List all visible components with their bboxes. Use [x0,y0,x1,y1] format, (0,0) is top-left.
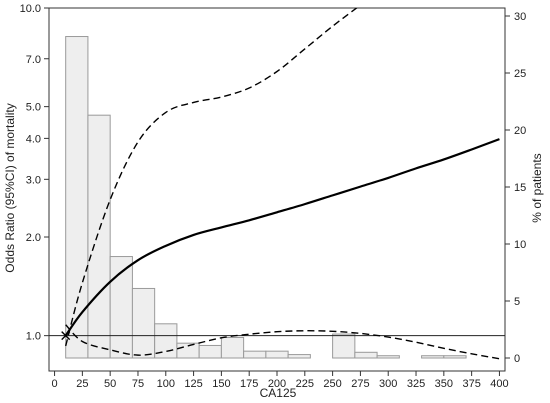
histogram-bar [243,350,267,359]
histogram-bar [87,114,111,359]
histogram-bar [154,323,178,359]
y-left-tick-label: 1.0 [26,331,41,343]
x-tick-label: 225 [296,378,314,390]
x-tick-label: 325 [407,378,425,390]
x-tick-label: 250 [323,378,341,390]
axes: 0 25 50 75 100 125 150 175 200 225 250 275 300 325 350… [20,3,527,390]
y-left-tick-label: 3.0 [26,174,41,186]
y-axis-right-label: % of patients [530,153,544,222]
y-left-tick-label: 7.0 [26,54,41,66]
y-axis-left-label: Odds Ratio (95%CI) of mortality [3,103,17,272]
y-right-tick-label: 10 [514,239,526,251]
ci-curve-2 [65,324,500,360]
reference-point-marker [61,331,71,341]
y-right-tick-label: 0 [514,353,520,365]
x-tick-label: 200 [268,378,286,390]
x-tick-label: 150 [212,378,230,390]
histogram-bars [65,36,467,359]
x-tick-label: 350 [435,378,453,390]
histogram-bar [220,336,245,359]
x-tick-label: 0 [51,378,57,390]
y-left-tick-label: 4.0 [26,133,41,145]
histogram-bar [354,351,378,359]
y-left-tick-label: 10.0 [20,3,41,15]
x-axis-label: CA125 [260,386,297,400]
histogram-bar [332,333,356,359]
ci-curve-1 [65,8,358,347]
x-tick-label: 100 [157,378,175,390]
x-tick-label: 175 [240,378,258,390]
x-tick-label: 400 [490,378,508,390]
histogram-bar [265,350,289,359]
histogram-bar [131,287,156,359]
y-right-tick-label: 25 [514,68,526,80]
series-group [61,8,500,360]
x-tick-label: 375 [462,378,480,390]
y-right-tick-label: 15 [514,182,526,194]
x-tick-label: 275 [351,378,369,390]
x-tick-label: 75 [132,378,144,390]
histogram-bar [443,355,467,359]
x-tick-label: 125 [184,378,202,390]
y-left-tick-label: 5.0 [26,102,41,114]
histogram-bar [421,355,445,359]
x-tick-label: 300 [379,378,397,390]
odds-ratio-curve [64,138,500,337]
histogram-bar [376,355,400,359]
y-left-tick-label: 2.0 [26,232,41,244]
y-right-tick-label: 30 [514,11,526,23]
y-right-tick-label: 20 [514,125,526,137]
x-tick-label: 50 [104,378,116,390]
x-tick-label: 25 [76,378,88,390]
histogram-bar [287,354,311,359]
histogram-bar [198,344,222,359]
y-right-tick-label: 5 [514,296,520,308]
